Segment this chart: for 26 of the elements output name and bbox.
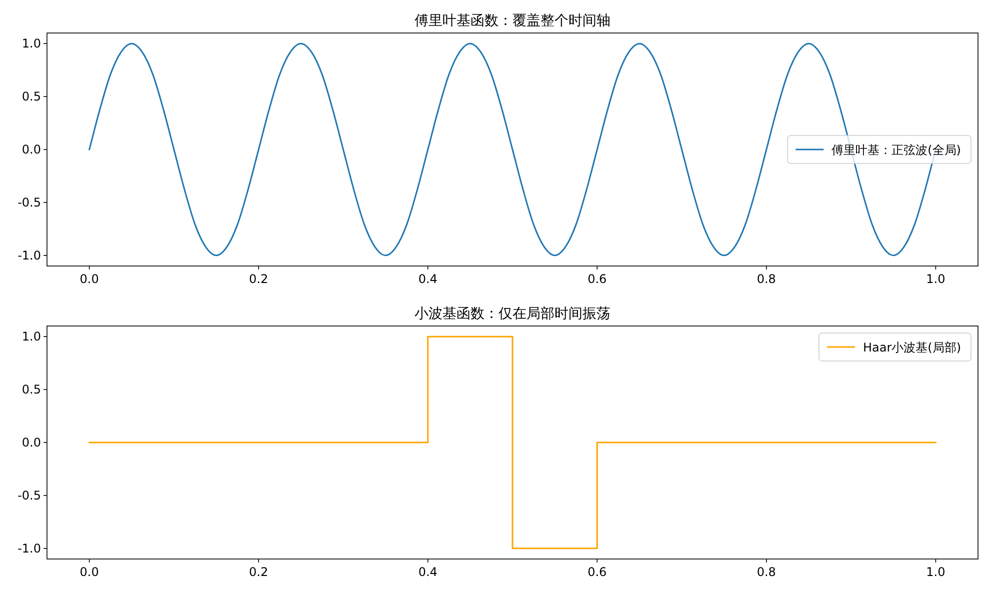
x-tick-label: 0.4 <box>418 565 438 579</box>
y-tick-label: 0.5 <box>22 382 41 397</box>
y-tick-label: 0.0 <box>22 142 41 156</box>
x-tick-label: 0.0 <box>80 272 99 286</box>
y-tick-label: 1.0 <box>22 330 41 344</box>
legend-label: Haar小波基(局部) <box>862 340 961 354</box>
x-tick-label: 1.0 <box>926 272 946 286</box>
x-tick-label: 0.2 <box>249 565 268 579</box>
y-tick-label: 0.5 <box>22 90 41 104</box>
x-tick-label: 0.4 <box>418 272 438 286</box>
y-tick-label: 0.0 <box>22 436 41 450</box>
x-tick-label: 0.8 <box>756 565 776 579</box>
chart-title: 小波基函数：仅在局部时间振荡 <box>414 306 610 322</box>
x-tick-label: 0.8 <box>756 272 776 286</box>
x-tick-label: 0.6 <box>588 565 607 579</box>
x-tick-label: 0.0 <box>80 565 99 579</box>
legend-label: 傅里叶基：正弦波(全局) <box>832 143 961 157</box>
x-tick-label: 0.6 <box>588 272 607 286</box>
y-tick-label: -0.5 <box>18 195 41 210</box>
y-tick-label: -0.5 <box>18 488 41 502</box>
y-tick-label: -1.0 <box>18 541 41 556</box>
x-tick-label: 1.0 <box>926 565 946 579</box>
y-tick-label: 1.0 <box>22 36 41 51</box>
x-tick-label: 0.2 <box>249 272 268 286</box>
y-tick-label: -1.0 <box>18 248 41 262</box>
chart-title: 傅里叶基函数：覆盖整个时间轴 <box>414 13 610 29</box>
